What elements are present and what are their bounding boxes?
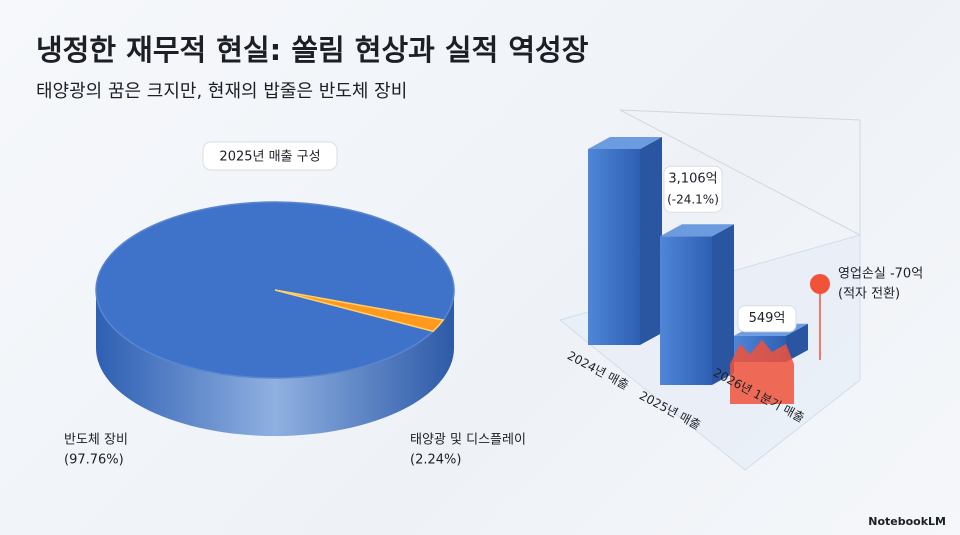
bar-side (712, 224, 734, 385)
pie-label: 태양광 및 디스플레이 (410, 433, 526, 448)
loss-label: (적자 전환) (838, 287, 900, 302)
value-pill (663, 165, 723, 213)
pie-value-label: (97.76%) (64, 453, 124, 468)
bar (660, 236, 712, 385)
bar (588, 149, 640, 345)
footer: NotebookLM (868, 515, 946, 528)
pie-slice (274, 289, 445, 333)
value-pill (737, 305, 797, 333)
change-label: (-24.1%) (667, 193, 719, 207)
loss-block (730, 340, 794, 404)
pie-value-label: (2.24%) (410, 453, 461, 468)
back-grid (619, 109, 861, 236)
page-title: 냉정한 재무적 현실: 쏠림 현상과 실적 역성장 (36, 33, 589, 67)
alert-icon (810, 274, 830, 294)
page-subtitle: 태양광의 꿈은 크지만, 현재의 밥줄은 반도체 장비 (36, 81, 407, 102)
value-label: 3,106억 (668, 172, 717, 187)
bar-top (660, 224, 734, 237)
bar-side (640, 137, 662, 345)
pie-label: 반도체 장비 (64, 433, 128, 448)
bar-top (588, 137, 662, 149)
bar-side (786, 323, 808, 362)
pie-title: 2025년 매출 구성 (219, 150, 320, 165)
loss-label: 영업손실 -70억 (838, 267, 923, 282)
value-label: 549억 (749, 311, 786, 326)
title-pill (202, 141, 338, 171)
